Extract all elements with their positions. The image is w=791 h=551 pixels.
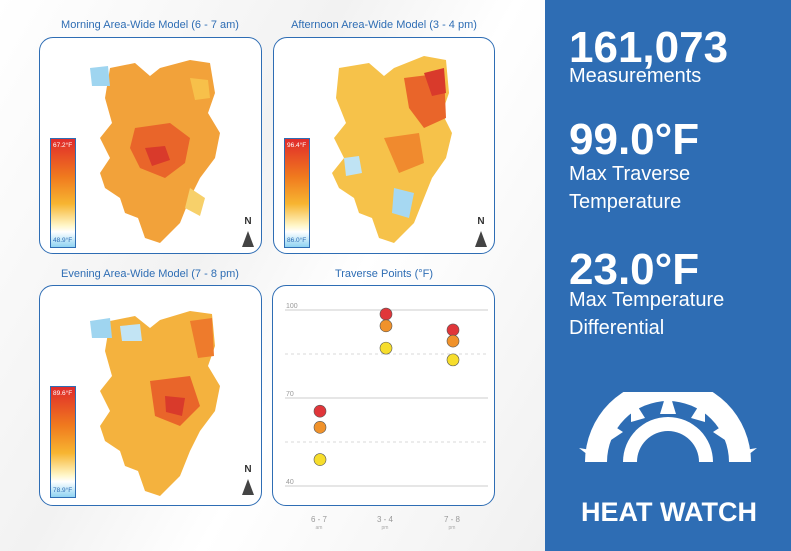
evening-legend-max: 89.6°F [53, 390, 73, 397]
x-category-label: 7 - 8 [443, 515, 460, 524]
morning-map-graphic [90, 60, 220, 243]
data-point [446, 353, 460, 367]
x-category-sublabel: am [315, 525, 323, 531]
afternoon-legend-min: 86.0°F [287, 237, 307, 244]
morning-legend: 67.2°F 48.9°F [50, 138, 76, 248]
x-category-sublabel: pm [381, 525, 389, 531]
sun-rays-icon [579, 392, 757, 462]
evening-legend-min: 78.9°F [53, 487, 73, 494]
evening-map[interactable]: 89.6°F 78.9°F N [39, 285, 262, 506]
stat-measurements-value: 161,073 [569, 23, 729, 72]
morning-legend-min: 48.9°F [53, 237, 73, 244]
morning-north-label: N [244, 216, 252, 227]
afternoon-panel-title: Afternoon Area-Wide Model (3 - 4 pm) [291, 19, 477, 31]
data-point [446, 323, 460, 337]
evening-panel-title: Evening Area-Wide Model (7 - 8 pm) [61, 268, 239, 280]
data-point [379, 341, 393, 355]
y-tick-label: 40 [286, 479, 294, 486]
afternoon-map-graphic [332, 56, 452, 243]
stat-differential-label-2: Differential [569, 317, 665, 339]
stat-differential-value: 23.0°F [569, 245, 700, 294]
traverse-chart: 100 70 40 [285, 303, 488, 487]
x-category-label: 6 - 7 [310, 515, 327, 524]
morning-legend-max: 67.2°F [53, 142, 73, 149]
morning-north-arrow-icon [242, 231, 254, 247]
evening-north-arrow-icon [242, 479, 254, 495]
afternoon-legend: 96.4°F 86.0°F [284, 138, 310, 248]
data-point [313, 404, 327, 418]
evening-map-graphic [90, 311, 220, 496]
evening-legend: 89.6°F 78.9°F [50, 386, 76, 498]
stats-panel: 161,073 Measurements 99.0°F Max Traverse… [545, 0, 791, 551]
x-category-sublabel: pm [448, 525, 456, 531]
afternoon-north-label: N [477, 216, 485, 227]
data-point [379, 307, 393, 321]
stat-max-temp-value: 99.0°F [569, 115, 700, 164]
stat-differential-label-1: Max Temperature [569, 289, 725, 311]
brand-name: HEAT WATCH [581, 497, 757, 527]
x-category-label: 3 - 4 [376, 515, 393, 524]
afternoon-map[interactable]: 96.4°F 86.0°F N [273, 37, 495, 254]
morning-panel-title: Morning Area-Wide Model (6 - 7 am) [61, 19, 239, 31]
data-point [313, 453, 327, 466]
data-point [313, 421, 327, 434]
stat-measurements-label: Measurements [569, 65, 702, 87]
morning-map[interactable]: 67.2°F 48.9°F N [39, 37, 262, 254]
y-tick-label: 70 [286, 391, 294, 398]
afternoon-north-arrow-icon [475, 231, 487, 247]
afternoon-legend-max: 96.4°F [287, 142, 307, 149]
stat-max-temp-label-2: Temperature [569, 191, 682, 213]
y-tick-label: 100 [286, 303, 298, 310]
data-point [446, 334, 460, 348]
chart-title: Traverse Points (°F) [334, 268, 434, 280]
stat-max-temp-label-1: Max Traverse [569, 163, 691, 185]
traverse-chart-frame: 100 70 40 [272, 285, 495, 506]
data-point [379, 319, 393, 333]
evening-north-label: N [244, 464, 252, 475]
